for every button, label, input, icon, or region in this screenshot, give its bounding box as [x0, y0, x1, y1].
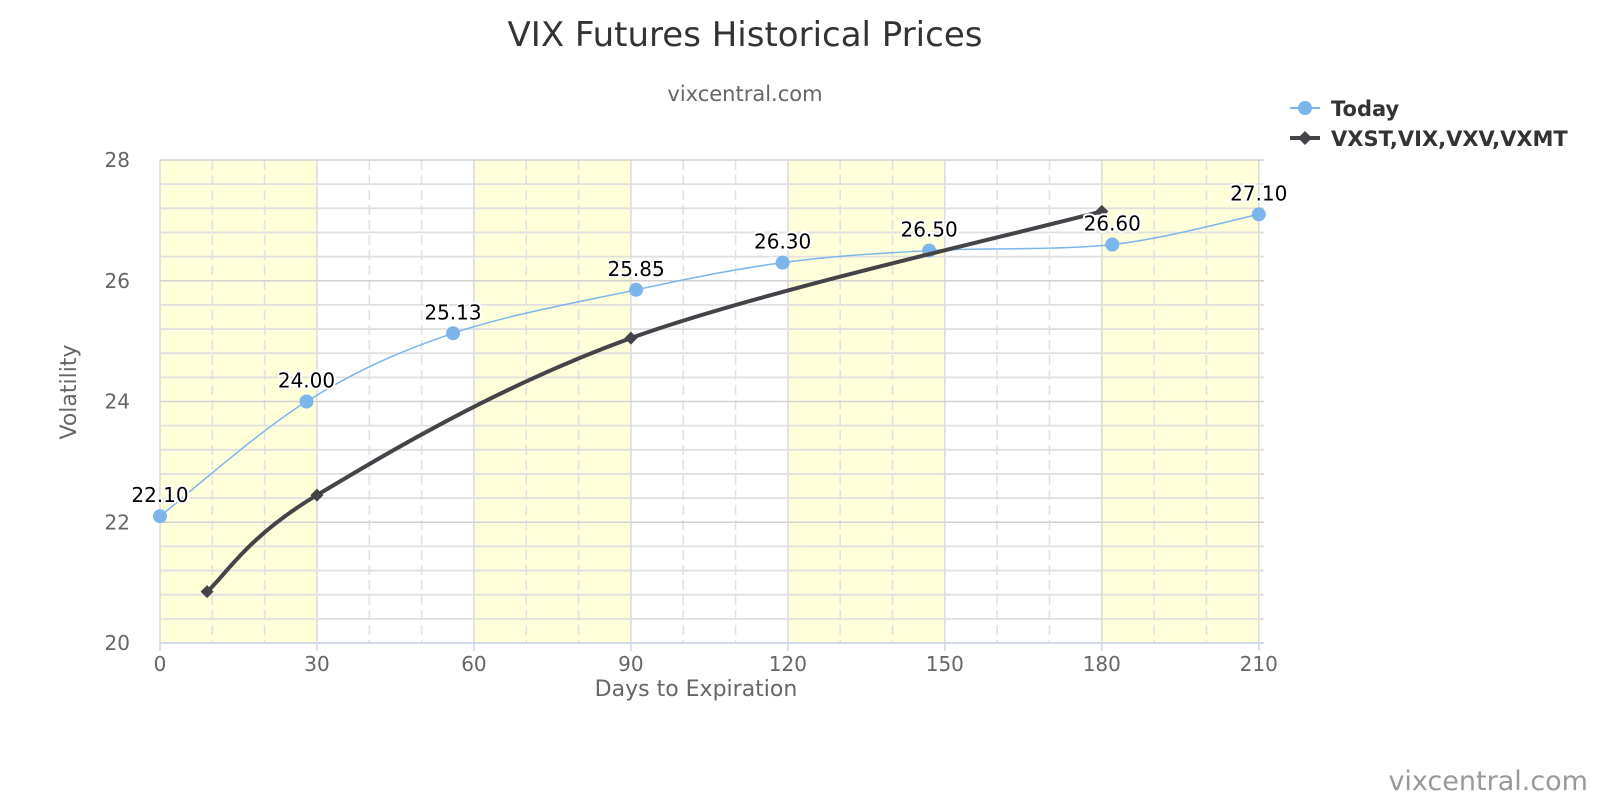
data-point-0-2 — [446, 326, 461, 341]
legend-marker-today — [1298, 101, 1312, 115]
series-layer — [153, 204, 1266, 599]
data-label: 26.60 — [1084, 212, 1141, 236]
data-label: 24.00 — [278, 369, 335, 393]
axes: 0 30 60 90 120 150 180 210 20 22 24 26 28 — [105, 148, 1278, 676]
legend-marker-vxst — [1298, 131, 1312, 145]
legend-label-vxst: VXST,VIX,VXV,VXMT — [1331, 127, 1568, 151]
x-tick-label: 60 — [461, 652, 486, 676]
data-point-0-1 — [299, 394, 314, 409]
chart-subtitle: vixcentral.com — [667, 82, 822, 106]
series-line-0 — [159, 213, 1260, 517]
data-point-0-7 — [1251, 207, 1266, 222]
y-tick-label: 20 — [105, 631, 130, 655]
grid — [159, 159, 1264, 644]
x-tick-label: 150 — [926, 652, 964, 676]
y-tick-label: 24 — [105, 390, 130, 414]
data-point-0-0 — [153, 509, 167, 524]
data-label: 27.10 — [1230, 181, 1287, 205]
x-axis-title: Days to Expiration — [595, 677, 798, 702]
data-point-1-2 — [624, 331, 638, 345]
x-tick-label: 90 — [618, 652, 643, 676]
data-point-0-6 — [1105, 237, 1120, 252]
data-point-1-3 — [1095, 204, 1109, 218]
data-label: 25.13 — [424, 300, 481, 324]
y-tick-label: 22 — [105, 510, 130, 534]
x-tick-label: 180 — [1083, 652, 1121, 676]
series-line-1 — [205, 209, 1104, 594]
legend-label-today: Today — [1331, 97, 1400, 121]
data-label: 22.10 — [131, 483, 188, 507]
data-label: 25.85 — [607, 257, 664, 281]
data-label: 26.50 — [901, 218, 958, 242]
credit-text[interactable]: vixcentral.com — [1388, 766, 1588, 797]
data-point-0-4 — [775, 255, 790, 270]
data-labels: 22.10 24.00 25.13 25.85 26.30 26.50 26.60 27.10 — [129, 179, 1289, 509]
y-tick-label: 26 — [105, 269, 130, 293]
chart-title: VIX Futures Historical Prices — [508, 15, 983, 55]
x-tick-label: 0 — [154, 652, 167, 676]
y-tick-label: 28 — [105, 148, 130, 172]
legend-item-today[interactable]: Today — [1290, 97, 1400, 121]
x-tick-label: 120 — [769, 652, 807, 676]
data-point-0-3 — [629, 282, 644, 297]
x-tick-label: 30 — [304, 652, 329, 676]
legend-item-vxst[interactable]: VXST,VIX,VXV,VXMT — [1290, 127, 1568, 151]
data-point-1-0 — [200, 585, 214, 599]
legend: Today VXST,VIX,VXV,VXMT — [1290, 97, 1568, 151]
y-axis-title: Volatility — [57, 344, 82, 439]
data-label: 26.30 — [754, 230, 811, 254]
x-tick-label: 210 — [1240, 652, 1278, 676]
data-point-1-1 — [310, 488, 324, 502]
